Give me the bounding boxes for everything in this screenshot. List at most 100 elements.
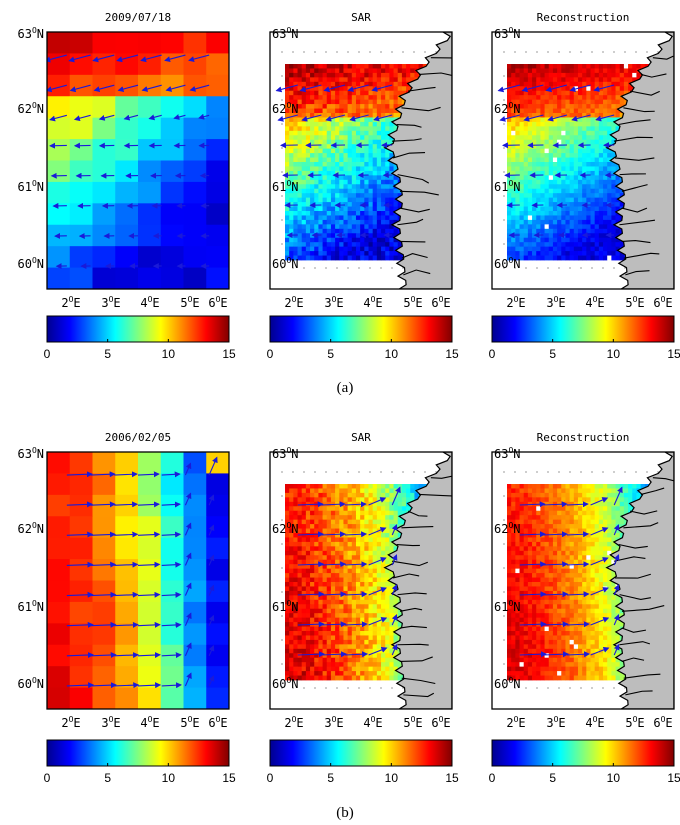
sar-pixel xyxy=(355,108,361,114)
sar-pixel xyxy=(385,135,390,141)
sar-pixel xyxy=(360,144,365,150)
sar-pixel xyxy=(318,228,323,234)
sar-pixel xyxy=(360,162,365,167)
sar-pixel xyxy=(335,528,340,534)
sar-pixel xyxy=(569,104,575,109)
sar-pixel xyxy=(393,528,399,534)
sar-pixel xyxy=(623,68,629,74)
sar-pixel xyxy=(532,255,537,261)
sar-pixel xyxy=(598,113,604,118)
sar-pixel xyxy=(393,90,399,96)
sar-pixel xyxy=(326,215,332,221)
sar-pixel xyxy=(611,233,616,239)
sar-pixel xyxy=(351,144,357,150)
sar-pixel xyxy=(285,130,290,136)
sar-pixel xyxy=(301,162,307,167)
sar-pixel xyxy=(544,117,550,123)
grid-cell xyxy=(47,559,71,581)
wind-arrow xyxy=(184,462,192,476)
grid-cell xyxy=(183,267,207,289)
grid-dot xyxy=(281,687,283,689)
sar-pixel xyxy=(511,206,516,212)
sar-pixel xyxy=(577,104,583,109)
sar-pixel xyxy=(569,184,575,190)
grid-cell xyxy=(47,96,71,119)
sar-pixel xyxy=(289,484,294,489)
grid-cell xyxy=(115,473,139,496)
sar-pixel xyxy=(615,206,621,212)
sar-pixel xyxy=(632,72,637,78)
sar-pixel xyxy=(318,251,323,256)
grid-dot xyxy=(358,471,360,473)
sar-pixel xyxy=(335,144,340,150)
sar-pixel xyxy=(314,162,319,167)
sar-pixel xyxy=(364,135,369,141)
sar-pixel xyxy=(611,224,616,230)
sar-pixel xyxy=(590,224,596,230)
sar-pixel xyxy=(573,121,579,127)
wind-arrow xyxy=(593,84,615,92)
sar-pixel xyxy=(607,99,612,105)
sar-pixel xyxy=(355,64,361,69)
sar-pixel xyxy=(586,153,591,158)
sar-pixel xyxy=(561,170,566,176)
sar-pixel xyxy=(385,219,390,225)
grid-dot xyxy=(391,51,393,53)
sar-pixel xyxy=(511,224,516,230)
sar-pixel xyxy=(594,170,600,176)
sar-pixel xyxy=(607,95,612,101)
sar-pixel xyxy=(381,488,386,494)
sar-pixel xyxy=(397,72,403,78)
sar-pixel xyxy=(389,64,394,69)
sar-pixel xyxy=(598,246,604,252)
sar-pixel xyxy=(339,81,344,87)
grid-cell xyxy=(47,246,71,269)
map-content xyxy=(47,32,229,289)
sar-pixel xyxy=(314,86,319,92)
sar-pixel xyxy=(507,104,512,109)
sar-pixel xyxy=(293,166,298,172)
sar-pixel xyxy=(536,170,541,176)
sar-pixel xyxy=(305,224,311,230)
sar-pixel xyxy=(544,99,550,105)
sar-pixel xyxy=(372,135,378,141)
sar-pixel xyxy=(507,179,512,185)
sar-pixel xyxy=(507,64,512,69)
sar-pixel xyxy=(385,139,390,145)
sar-pixel xyxy=(385,188,390,194)
sar-pixel xyxy=(381,166,386,172)
sar-pixel xyxy=(527,139,533,145)
sar-pixel xyxy=(372,157,378,163)
sar-pixel xyxy=(615,104,621,109)
grid-dot xyxy=(281,519,283,521)
sar-pixel xyxy=(590,139,596,145)
sar-pixel xyxy=(318,233,323,239)
sar-pixel xyxy=(347,197,353,203)
sar-pixel xyxy=(335,113,340,118)
sar-pixel xyxy=(297,126,303,132)
sar-pixel xyxy=(519,179,525,185)
sar-pixel xyxy=(318,184,323,190)
sar-pixel xyxy=(561,108,566,114)
sar-pixel xyxy=(393,237,399,243)
sar-pixel xyxy=(594,224,600,230)
sar-pixel xyxy=(536,246,541,252)
sar-pixel xyxy=(360,206,365,212)
sar-pixel xyxy=(339,515,344,521)
sar-pixel xyxy=(385,193,390,199)
sar-pixel xyxy=(322,108,328,114)
sar-pixel xyxy=(519,117,525,123)
grid-dot xyxy=(303,687,305,689)
sar-pixel xyxy=(301,197,307,203)
sar-pixel xyxy=(590,246,596,252)
sar-pixel xyxy=(615,86,621,92)
sar-pixel xyxy=(339,162,344,167)
sar-pixel xyxy=(527,157,533,163)
sar-pixel xyxy=(385,497,390,503)
sar-pixel xyxy=(289,175,294,181)
sar-pixel xyxy=(289,188,294,194)
sar-pixel xyxy=(339,64,344,69)
sar-pixel xyxy=(594,228,600,234)
sar-pixel xyxy=(297,484,303,489)
